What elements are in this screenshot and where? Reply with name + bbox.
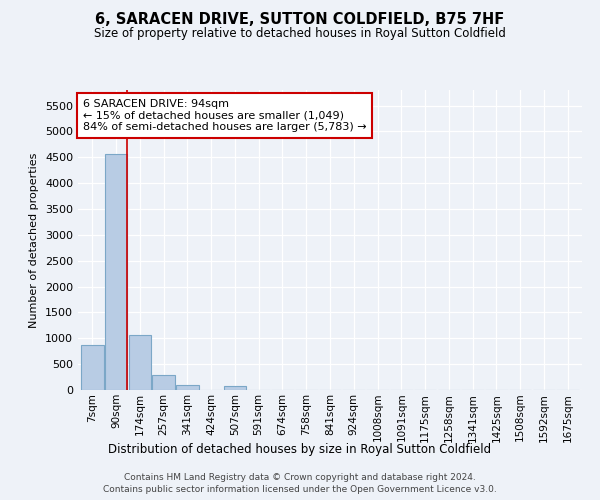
Text: 6, SARACEN DRIVE, SUTTON COLDFIELD, B75 7HF: 6, SARACEN DRIVE, SUTTON COLDFIELD, B75 …	[95, 12, 505, 28]
Y-axis label: Number of detached properties: Number of detached properties	[29, 152, 40, 328]
Text: Distribution of detached houses by size in Royal Sutton Coldfield: Distribution of detached houses by size …	[109, 442, 491, 456]
Text: Contains HM Land Registry data © Crown copyright and database right 2024.: Contains HM Land Registry data © Crown c…	[124, 472, 476, 482]
Text: Contains public sector information licensed under the Open Government Licence v3: Contains public sector information licen…	[103, 485, 497, 494]
Bar	[105, 154, 127, 390]
Bar	[224, 386, 246, 390]
Bar	[152, 375, 175, 390]
Bar	[176, 386, 199, 390]
Bar	[128, 335, 151, 390]
Bar	[81, 345, 104, 390]
Text: 6 SARACEN DRIVE: 94sqm
← 15% of detached houses are smaller (1,049)
84% of semi-: 6 SARACEN DRIVE: 94sqm ← 15% of detached…	[83, 99, 367, 132]
Text: Size of property relative to detached houses in Royal Sutton Coldfield: Size of property relative to detached ho…	[94, 28, 506, 40]
